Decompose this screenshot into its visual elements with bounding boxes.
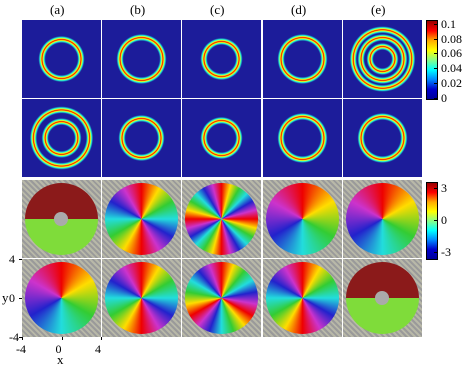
- colorbar-tick: [434, 188, 437, 190]
- phase-panel: [263, 180, 342, 258]
- phase-panel: [343, 259, 422, 337]
- phase-panel: [22, 180, 101, 258]
- phase-panel: [102, 180, 181, 258]
- colorbar: [426, 20, 438, 100]
- phase-disc: [105, 183, 178, 255]
- colorbar-tick-label: 0.04: [441, 61, 462, 76]
- colorbar: [426, 182, 438, 260]
- x-tick-label: 4: [95, 342, 101, 356]
- column-label: (c): [210, 2, 225, 17]
- colorbar-tick: [434, 220, 437, 221]
- y-tick: [19, 259, 22, 260]
- colorbar-tick-label: 0: [441, 213, 447, 227]
- density-panel: [343, 99, 422, 177]
- y-tick-label: -4: [9, 330, 19, 344]
- column-label: (d): [291, 2, 307, 17]
- colorbar-tick-label: 3: [441, 181, 447, 196]
- density-panel: [22, 99, 101, 177]
- x-tick-label: 0: [55, 342, 62, 356]
- phase-disc: [266, 183, 339, 255]
- phase-disc: [185, 183, 258, 255]
- colorbar-tick: [434, 68, 437, 70]
- phase-disc: [25, 183, 98, 255]
- density-panel: [22, 20, 101, 98]
- phase-panel: [182, 259, 261, 337]
- colorbar-tick-label: 0.1: [441, 16, 456, 31]
- density-panel: [182, 99, 261, 177]
- phase-panel: [102, 259, 181, 337]
- colorbar-tick: [434, 83, 437, 85]
- colorbar-tick: [434, 98, 437, 99]
- y-axis-label: y: [2, 290, 9, 305]
- phase-disc: [266, 262, 339, 334]
- density-panel: [263, 20, 342, 98]
- colorbar-tick-label: 0.08: [441, 31, 462, 46]
- colorbar-tick-label: 0: [441, 91, 447, 105]
- phase-panel: [22, 259, 101, 337]
- core: [375, 291, 389, 305]
- y-tick: [19, 337, 22, 338]
- colorbar-tick-label: 0.06: [441, 46, 462, 61]
- x-tick: [101, 337, 102, 340]
- y-tick-label: 4: [9, 252, 15, 266]
- colorbar-tick-label: 0.02: [441, 76, 462, 91]
- column-label: (e): [371, 2, 386, 17]
- colorbar-tick: [434, 23, 437, 25]
- phase-panel: [182, 180, 261, 258]
- phase-panel: [343, 180, 422, 258]
- column-label: (a): [50, 2, 65, 17]
- y-tick: [19, 298, 22, 299]
- colorbar-tick: [434, 53, 437, 55]
- colorbar-tick: [434, 38, 437, 40]
- colorbar-tick-label: -3: [441, 244, 451, 259]
- phase-disc: [185, 262, 258, 334]
- x-tick: [22, 337, 23, 340]
- x-tick-label: -4: [16, 342, 26, 356]
- density-panel: [263, 99, 342, 177]
- core: [54, 212, 68, 226]
- density-panel: [182, 20, 261, 98]
- phase-disc: [25, 262, 98, 334]
- phase-panel: [263, 259, 342, 337]
- column-label: (b): [130, 2, 146, 17]
- phase-disc: [346, 262, 419, 334]
- colorbar-tick: [434, 251, 437, 253]
- x-axis-label: x: [57, 352, 64, 367]
- y-tick-label: 0: [9, 291, 15, 305]
- phase-disc: [105, 262, 178, 334]
- density-panel: [102, 99, 181, 177]
- density-panel: [343, 20, 422, 98]
- density-panel: [102, 20, 181, 98]
- phase-disc: [346, 183, 419, 255]
- x-tick: [61, 337, 63, 340]
